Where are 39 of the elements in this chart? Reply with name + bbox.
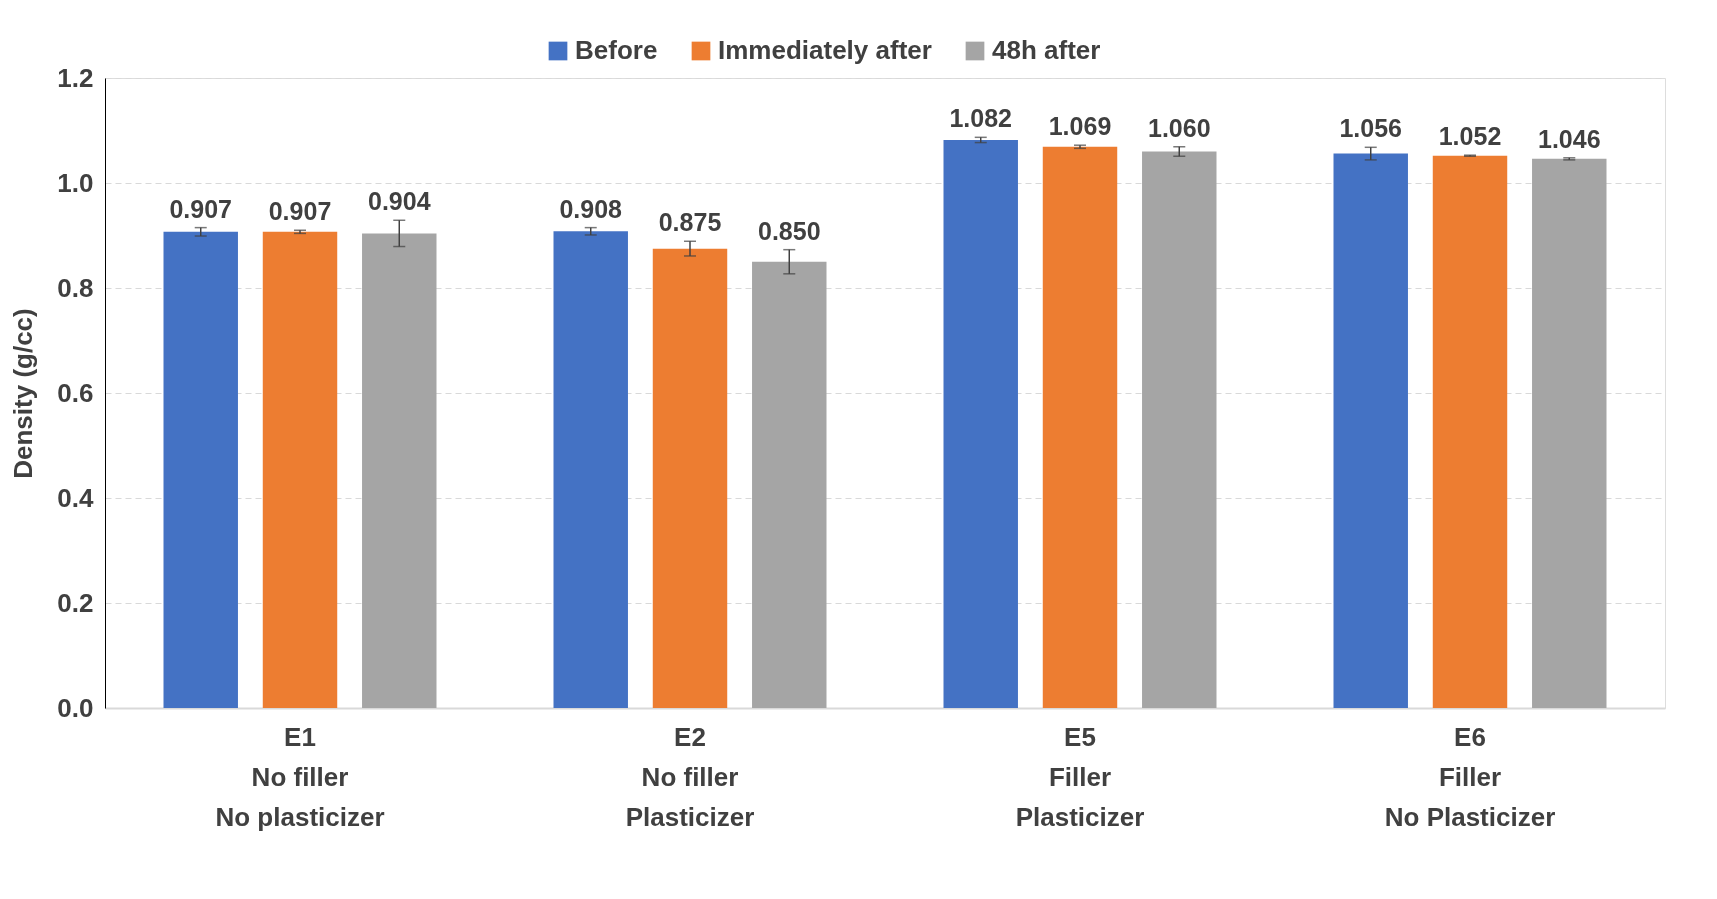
data-label: 0.875 <box>658 208 722 237</box>
y-tick-label: 0.6 <box>57 377 94 408</box>
data-label: 1.046 <box>1537 124 1601 153</box>
bar <box>652 248 728 708</box>
data-label: 0.907 <box>169 194 233 223</box>
y-axis-title: Density (g/cc) <box>8 308 39 479</box>
bar <box>262 231 338 708</box>
bar <box>943 139 1018 708</box>
data-label: 0.908 <box>559 194 623 223</box>
x-tick-label: E1 No filler No plasticizer <box>215 721 385 832</box>
y-tick-label: 0.0 <box>57 692 94 723</box>
bar <box>1432 155 1508 708</box>
data-label: 1.052 <box>1438 122 1502 151</box>
legend-label: Immediately after <box>718 35 932 65</box>
data-label: 1.069 <box>1048 112 1112 141</box>
y-tick-label: 0.8 <box>57 272 94 303</box>
bar <box>553 231 628 708</box>
bar <box>1333 153 1408 708</box>
legend-label: 48h after <box>992 35 1101 65</box>
bar <box>1532 158 1607 708</box>
y-tick-label: 1.0 <box>57 167 94 198</box>
data-label: 1.060 <box>1147 113 1211 142</box>
bar <box>1142 151 1217 708</box>
bar <box>362 233 437 708</box>
data-label: 1.056 <box>1339 114 1403 143</box>
bar <box>1042 146 1118 708</box>
y-tick-label: 0.4 <box>57 482 95 513</box>
y-tick-label: 1.2 <box>57 62 94 93</box>
legend-label: Before <box>575 35 658 65</box>
bar <box>752 261 827 708</box>
data-label: 0.907 <box>268 197 332 226</box>
x-tick-label: E5 Filler Plasticizer <box>1015 721 1145 832</box>
x-tick-label: E2 No filler Plasticizer <box>625 721 755 832</box>
data-label: 1.082 <box>949 104 1013 133</box>
y-tick-label: 0.2 <box>57 587 94 618</box>
data-label: 0.904 <box>367 187 431 216</box>
bar <box>163 231 238 708</box>
x-tick-label: E6 Filler No Plasticizer <box>1384 721 1556 832</box>
data-label: 0.850 <box>757 216 821 245</box>
